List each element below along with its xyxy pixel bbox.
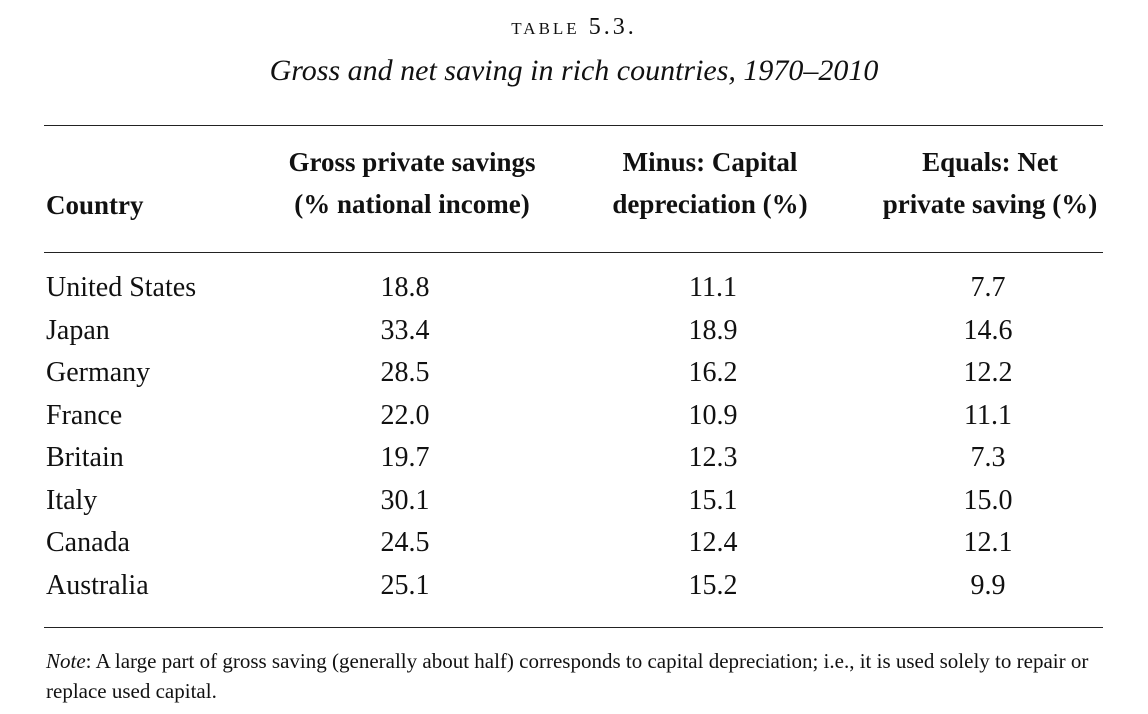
header-net-line2: private saving (%) [882,189,1098,219]
cell-net: 7.7 [970,272,1006,303]
table-row: Britain 19.7 12.3 7.3 [0,437,1148,480]
table-label: TABLE 5.3. [511,14,637,40]
cell-country: Italy [46,484,98,516]
cell-country: United States [46,272,197,303]
note-text: : A large part of gross saving (generall… [46,649,1089,703]
cell-gross: 30.1 [380,484,430,516]
cell-country: Britain [46,442,124,473]
top-rule [44,125,1103,126]
cell-depreciation: 12.3 [688,442,738,473]
cell-net: 12.1 [963,527,1013,558]
cell-net: 15.0 [963,484,1013,516]
header-depreciation: Minus: Capital depreciation (%) [588,141,832,225]
header-gross-savings: Gross private savings (% national income… [262,141,562,225]
table-row: France 22.0 10.9 11.1 [0,395,1148,438]
cell-depreciation: 15.1 [688,484,738,516]
cell-net: 14.6 [963,314,1013,346]
cell-depreciation: 16.2 [688,357,738,388]
cell-country: Japan [46,314,110,346]
table-row: Italy 30.1 15.1 15.0 [0,480,1148,523]
cell-country: Canada [46,527,130,558]
cell-gross: 22.0 [380,399,430,431]
cell-gross: 25.1 [380,569,430,601]
cell-gross: 24.5 [380,527,430,558]
table-note: Note: A large part of gross saving (gene… [46,646,1108,706]
table-row: Canada 24.5 12.4 12.1 [0,522,1148,565]
table-row: Germany 28.5 16.2 12.2 [0,352,1148,395]
header-net-saving: Equals: Net private saving (%) [868,141,1112,225]
header-gross-line1: Gross private savings [288,147,536,177]
cell-country: France [46,399,123,431]
header-country: Country [46,190,144,220]
cell-depreciation: 10.9 [688,399,738,431]
cell-country: Germany [46,357,151,388]
cell-net: 7.3 [970,442,1006,473]
table-row: Australia 25.1 15.2 9.9 [0,565,1148,608]
cell-gross: 28.5 [380,357,430,388]
cell-country: Australia [46,569,149,601]
note-label: Note [46,649,86,673]
table-row: United States 18.8 11.1 7.7 [0,267,1148,310]
cell-net: 11.1 [964,399,1012,431]
cell-net: 9.9 [970,569,1006,601]
cell-gross: 33.4 [380,314,430,346]
bottom-rule [44,627,1103,628]
table-row: Japan 33.4 18.9 14.6 [0,310,1148,353]
header-dep-line2: depreciation (%) [612,189,808,219]
cell-depreciation: 11.1 [689,272,737,303]
cell-gross: 19.7 [380,442,430,473]
header-rule [44,252,1103,253]
cell-depreciation: 18.9 [688,314,738,346]
cell-gross: 18.8 [380,272,430,303]
table-body: United States 18.8 11.1 7.7 Japan 33.4 1… [0,267,1148,607]
header-net-line1: Equals: Net [922,147,1058,177]
cell-depreciation: 12.4 [688,527,738,558]
cell-net: 12.2 [963,357,1013,388]
header-dep-line1: Minus: Capital [622,147,798,177]
cell-depreciation: 15.2 [688,569,738,601]
header-gross-line2: (% national income) [294,189,530,219]
table-title: Gross and net saving in rich countries, … [269,54,879,87]
